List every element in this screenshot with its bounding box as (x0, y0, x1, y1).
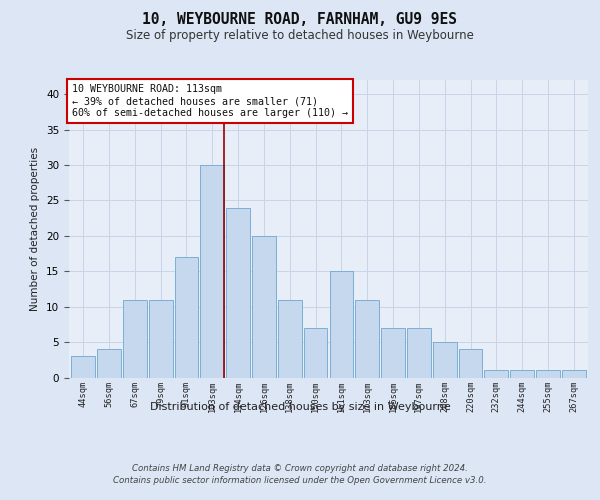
Bar (407, 328, 431, 378)
Bar (123, 300, 147, 378)
Bar (458, 349, 482, 378)
Bar (304, 328, 328, 378)
Bar (329, 271, 353, 378)
Text: 10 WEYBOURNE ROAD: 113sqm
← 39% of detached houses are smaller (71)
60% of semi-: 10 WEYBOURNE ROAD: 113sqm ← 39% of detac… (71, 84, 347, 117)
Text: Distribution of detached houses by size in Weybourne: Distribution of detached houses by size … (149, 402, 451, 412)
Text: 10, WEYBOURNE ROAD, FARNHAM, GU9 9ES: 10, WEYBOURNE ROAD, FARNHAM, GU9 9ES (143, 12, 458, 28)
Bar (355, 300, 379, 378)
Bar (536, 370, 560, 378)
Bar (71, 356, 95, 378)
Bar (510, 370, 534, 378)
Bar (252, 236, 276, 378)
Bar (278, 300, 302, 378)
Bar (149, 300, 173, 378)
Text: Contains HM Land Registry data © Crown copyright and database right 2024.: Contains HM Land Registry data © Crown c… (132, 464, 468, 473)
Bar (175, 257, 199, 378)
Y-axis label: Number of detached properties: Number of detached properties (31, 146, 40, 311)
Bar (433, 342, 457, 378)
Bar (381, 328, 405, 378)
Bar (226, 208, 250, 378)
Text: Contains public sector information licensed under the Open Government Licence v3: Contains public sector information licen… (113, 476, 487, 485)
Text: Size of property relative to detached houses in Weybourne: Size of property relative to detached ho… (126, 29, 474, 42)
Bar (484, 370, 508, 378)
Bar (200, 165, 224, 378)
Bar (97, 349, 121, 378)
Bar (562, 370, 586, 378)
